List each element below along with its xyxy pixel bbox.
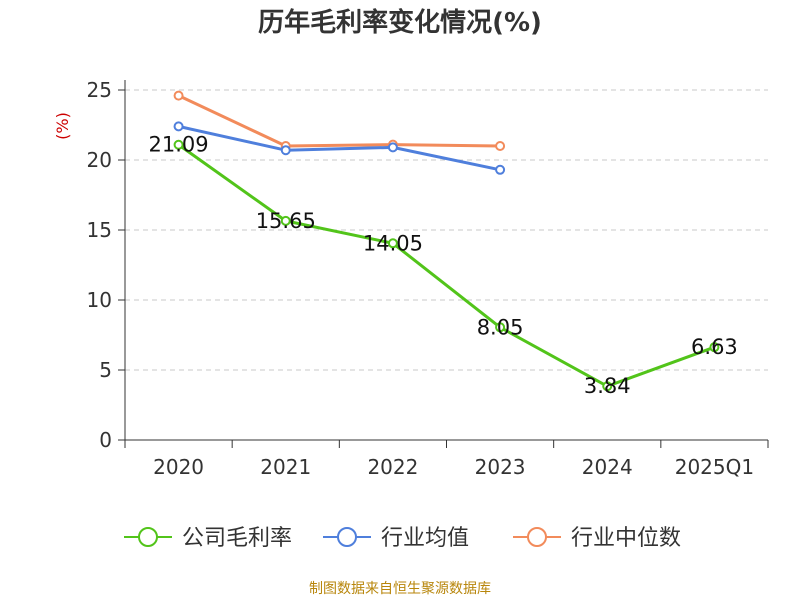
data-point xyxy=(280,145,291,156)
x-tick-label: 2025Q1 xyxy=(675,455,754,479)
y-tick-label: 5 xyxy=(99,358,112,382)
x-tick-label: 2020 xyxy=(153,455,204,479)
data-point xyxy=(387,142,398,153)
data-point xyxy=(173,139,184,150)
data-point xyxy=(495,141,506,151)
data-label: 3.84 xyxy=(584,374,631,398)
grid-lines xyxy=(125,89,768,371)
legend-label: 公司毛利率 xyxy=(182,526,292,551)
series-line xyxy=(178,124,501,172)
y-axis-title: (%) xyxy=(53,112,72,140)
data-point xyxy=(495,322,506,333)
axes: 0 5 10 15 20 25 2020 2021 2022 2023 2024 2025Q1 xyxy=(87,78,769,479)
chart-title: 历年毛利率变化情况(%) xyxy=(258,8,542,38)
legend-marker xyxy=(337,527,357,547)
legend-item[interactable]: 行业均值 xyxy=(323,526,469,551)
y-tick-label: 25 xyxy=(87,78,112,102)
series-line xyxy=(177,143,715,388)
data-label: 8.05 xyxy=(477,315,524,339)
x-tick-label: 2024 xyxy=(582,455,633,479)
data-labels: 21.09 15.65 14.05 8.05 3.84 6.63 xyxy=(149,133,738,398)
series-line xyxy=(177,94,501,148)
legend-label: 行业中位数 xyxy=(571,526,681,551)
data-point xyxy=(387,238,398,249)
legend[interactable]: 公司毛利率 行业均值 行业中位数 xyxy=(124,526,681,551)
data-point xyxy=(280,215,291,226)
x-tick-label: 2023 xyxy=(475,455,526,479)
y-tick-label: 20 xyxy=(87,148,112,172)
data-label: 6.63 xyxy=(691,335,738,359)
data-point xyxy=(602,381,613,392)
source-footnote: 制图数据来自恒生聚源数据库 xyxy=(309,581,491,597)
data-point xyxy=(709,342,720,353)
legend-marker xyxy=(527,527,547,547)
legend-item[interactable]: 行业中位数 xyxy=(513,526,681,551)
x-tick-label: 2021 xyxy=(260,455,311,479)
x-tick-label: 2022 xyxy=(367,455,418,479)
data-label: 14.05 xyxy=(363,231,423,255)
data-point xyxy=(495,164,506,175)
legend-label: 行业均值 xyxy=(381,526,469,551)
series-group xyxy=(173,90,720,392)
data-label: 21.09 xyxy=(149,133,209,157)
y-tick-label: 0 xyxy=(99,428,112,452)
data-point xyxy=(173,121,184,132)
data-point xyxy=(173,90,184,101)
y-tick-label: 10 xyxy=(87,288,112,312)
legend-marker xyxy=(138,527,158,547)
y-tick-label: 15 xyxy=(87,218,112,242)
legend-item[interactable]: 公司毛利率 xyxy=(124,526,292,551)
data-label: 15.65 xyxy=(256,209,316,233)
